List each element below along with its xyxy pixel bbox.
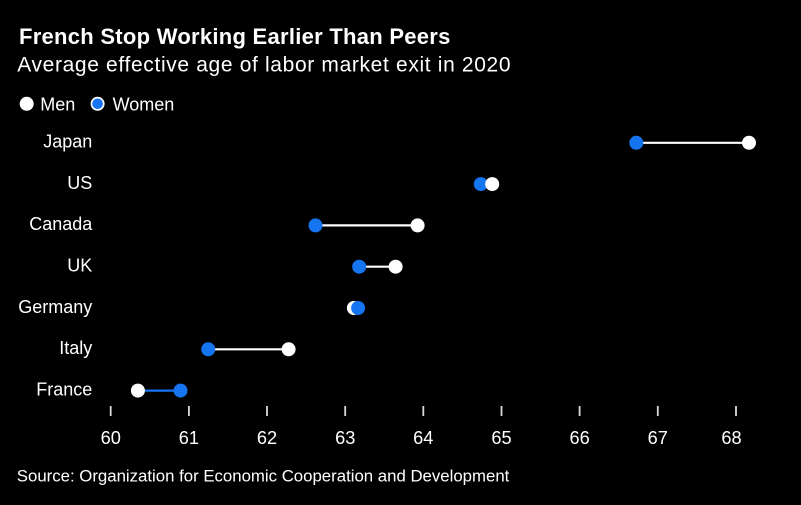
svg-text:Average effective age of labor: Average effective age of labor market ex… [17, 54, 511, 77]
svg-text:Canada: Canada [29, 214, 93, 234]
svg-text:Men: Men [40, 95, 75, 115]
svg-text:67: 67 [648, 428, 668, 448]
svg-text:64: 64 [413, 428, 433, 448]
svg-text:60: 60 [101, 428, 121, 448]
svg-text:62: 62 [257, 428, 277, 448]
svg-text:US: US [67, 173, 92, 193]
svg-text:Japan: Japan [43, 132, 92, 152]
svg-text:68: 68 [721, 428, 741, 448]
svg-text:66: 66 [569, 428, 589, 448]
svg-text:63: 63 [335, 428, 355, 448]
svg-text:France: France [36, 379, 92, 399]
svg-text:Germany: Germany [18, 297, 92, 317]
svg-text:French Stop Working Earlier Th: French Stop Working Earlier Than Peers [19, 24, 451, 49]
svg-text:Women: Women [113, 95, 175, 115]
svg-text:61: 61 [179, 428, 199, 448]
svg-text:65: 65 [491, 428, 511, 448]
svg-text:Italy: Italy [59, 338, 92, 358]
svg-text:Source: Organization for Econo: Source: Organization for Economic Cooper… [17, 466, 510, 485]
svg-text:UK: UK [67, 256, 92, 276]
